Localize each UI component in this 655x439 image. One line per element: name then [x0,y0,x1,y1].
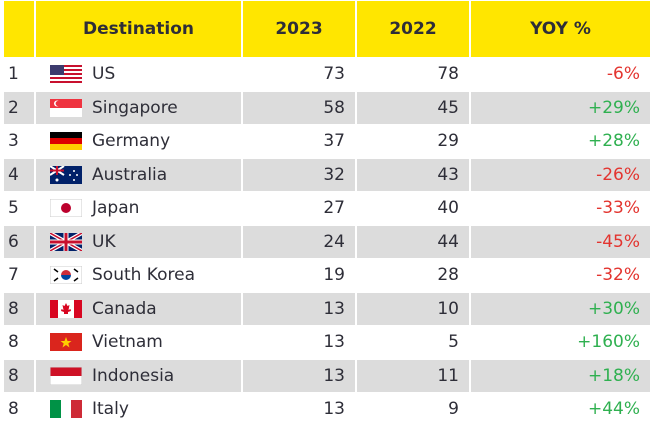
value-2022: 29 [437,131,459,152]
rank-cell: 2 [4,91,34,124]
destination-name: South Korea [92,265,196,286]
flag-icon [49,265,83,285]
destination-name: Vietnam [92,332,163,353]
destination-name: Japan [92,198,140,219]
value-2022: 9 [448,399,459,420]
yoy-change: +28% [587,131,640,152]
destination-name: Germany [92,131,171,152]
destination-cell: US [36,58,241,91]
flag-icon [50,65,82,84]
destination-name: Italy [92,399,129,420]
destination-cell: Vietnam [36,326,241,359]
value-2023: 19 [323,265,345,286]
header-cell: 2023 [243,1,355,57]
value-2022: 11 [357,359,469,392]
value-2023: 13 [323,399,345,420]
yoy-change: -45% [471,225,650,258]
rank-cell: 8 [4,292,34,325]
value-2022: 28 [437,265,459,286]
header-row: Destination 2023 2022 YOY % [4,1,650,57]
flag-icon [50,333,82,352]
destination-cell: Australia [36,158,241,191]
value-2022: 5 [448,332,459,353]
rank-cell: 7 [8,265,19,286]
yoy-change: -32% [596,265,640,286]
table-row: 6 UK 24 44 -45% [4,225,650,258]
destination-name: US [92,64,116,85]
destination-cell: Japan [36,192,241,225]
destination-cell: Canada [36,292,241,325]
rank-cell: 8 [8,399,19,420]
value-2022: 40 [437,198,459,219]
table-row: 4 Australia 32 43 -26% [4,158,650,191]
destination-cell: South Korea [36,259,241,292]
destination-name: Canada [92,298,157,319]
yoy-change: -33% [596,198,640,219]
rank-cell: 8 [4,359,34,392]
value-2023: 13 [243,292,355,325]
table-row: 8 Indonesia 13 11 +18% [4,359,650,392]
value-2023: 27 [323,198,345,219]
value-2022: 45 [357,91,469,124]
rank-cell: 8 [8,332,19,353]
value-2023: 58 [243,91,355,124]
yoy-change: +160% [577,332,640,353]
table-row: 3 Germany 37 29 +28% [4,125,650,158]
ranking-table: Destination 2023 2022 YOY % 1 US 73 78 -6% 2 S… [2,0,652,427]
yoy-change: +30% [471,292,650,325]
header-cell [4,1,34,57]
yoy-change: -26% [471,158,650,191]
value-2023: 24 [243,225,355,258]
flag-icon [50,400,82,419]
yoy-change: +29% [471,91,650,124]
flag-icon [49,231,83,253]
rank-cell: 3 [8,131,19,152]
rank-cell: 5 [8,198,19,219]
header-cell: Destination [36,1,241,57]
rank-cell: 1 [8,64,19,85]
flag-icon [49,198,83,218]
table-row: 8 Canada 13 10 +30% [4,292,650,325]
table-row: 1 US 73 78 -6% [4,58,650,91]
rank-cell: 4 [4,158,34,191]
table-body: 1 US 73 78 -6% 2 Singapore 58 45 +29% 3 Germany 37 29… [4,58,650,426]
header-cell: 2022 [357,1,469,57]
flag-icon [49,164,82,184]
table-row: 8 Vietnam 13 5 +160% [4,326,650,359]
table-row: 8 Italy 13 9 +44% [4,393,650,426]
value-2023: 73 [323,64,345,85]
value-2022: 10 [357,292,469,325]
destination-name: Singapore [92,97,178,118]
table-row: 7 South Korea 19 28 -32% [4,259,650,292]
header-cell: YOY % [471,1,650,57]
value-2023: 32 [243,158,355,191]
destination-cell: Germany [36,125,241,158]
destination-name: Indonesia [92,365,175,386]
yoy-change: +44% [587,399,640,420]
value-2023: 37 [323,131,345,152]
destination-cell: UK [36,225,241,258]
destination-name: UK [92,231,116,252]
value-2023: 13 [243,359,355,392]
destination-name: Australia [92,164,168,185]
value-2022: 43 [357,158,469,191]
flag-icon [50,299,82,318]
table-row: 5 Japan 27 40 -33% [4,192,650,225]
value-2022: 44 [357,225,469,258]
flag-icon [49,366,83,386]
value-2023: 13 [323,332,345,353]
value-2022: 78 [437,64,459,85]
yoy-change: -6% [606,64,640,85]
flag-icon [50,98,82,117]
table-row: 2 Singapore 58 45 +29% [4,91,650,124]
rank-cell: 6 [4,225,34,258]
destination-cell: Singapore [36,91,241,124]
destination-cell: Indonesia [36,359,241,392]
destination-cell: Italy [36,393,241,426]
yoy-change: +18% [471,359,650,392]
flag-icon [50,132,82,151]
